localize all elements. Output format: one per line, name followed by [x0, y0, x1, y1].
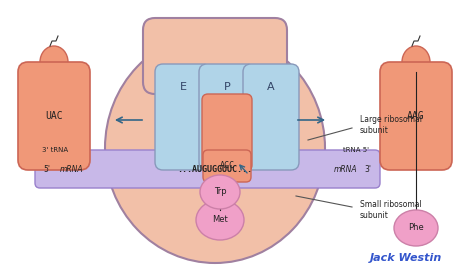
- Text: UAC: UAC: [45, 111, 63, 121]
- Ellipse shape: [40, 46, 68, 78]
- Text: P: P: [224, 82, 230, 92]
- Text: Met: Met: [212, 215, 228, 224]
- FancyBboxPatch shape: [18, 62, 90, 170]
- Text: Jack Westin: Jack Westin: [370, 253, 442, 263]
- FancyBboxPatch shape: [202, 94, 252, 171]
- Text: 5': 5': [44, 164, 51, 174]
- Ellipse shape: [196, 200, 244, 240]
- Text: 3' tRNA: 3' tRNA: [42, 147, 68, 153]
- Text: mRNA: mRNA: [334, 164, 358, 174]
- Text: AAG: AAG: [407, 111, 425, 121]
- Ellipse shape: [394, 210, 438, 246]
- Text: Small ribosomal
subunit: Small ribosomal subunit: [360, 200, 422, 220]
- Text: tRNA 5': tRNA 5': [343, 147, 369, 153]
- Text: Phe: Phe: [408, 224, 424, 232]
- Text: Trp: Trp: [214, 187, 226, 197]
- Text: ACC: ACC: [219, 161, 235, 170]
- FancyBboxPatch shape: [155, 64, 211, 170]
- FancyBboxPatch shape: [203, 150, 251, 182]
- Text: 3': 3': [365, 164, 372, 174]
- FancyBboxPatch shape: [199, 64, 255, 170]
- Text: Large ribosomal
subunit: Large ribosomal subunit: [360, 115, 422, 135]
- Ellipse shape: [402, 46, 430, 78]
- Text: ...AUGUGGUUC...: ...AUGUGGUUC...: [177, 164, 253, 174]
- FancyBboxPatch shape: [380, 62, 452, 170]
- Ellipse shape: [200, 175, 240, 209]
- Text: mRNA: mRNA: [60, 164, 84, 174]
- Text: A: A: [267, 82, 275, 92]
- FancyBboxPatch shape: [35, 150, 380, 188]
- Text: E: E: [180, 82, 186, 92]
- FancyBboxPatch shape: [243, 64, 299, 170]
- FancyBboxPatch shape: [143, 18, 287, 94]
- Ellipse shape: [105, 33, 325, 263]
